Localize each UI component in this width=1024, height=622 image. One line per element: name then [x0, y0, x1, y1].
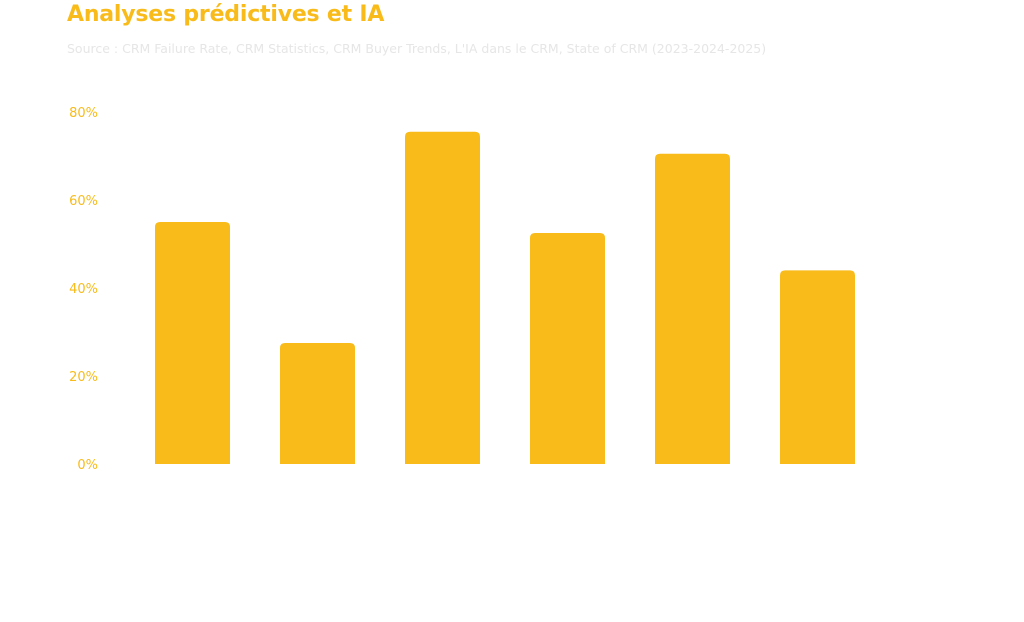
bar-5: [655, 153, 730, 465]
chart-title: Analyses prédictives et IA: [67, 2, 385, 27]
bar-6: [780, 270, 855, 464]
bar-4: [530, 233, 605, 464]
y-tick-label: 20%: [69, 370, 98, 385]
y-tick-label: 40%: [69, 282, 98, 297]
chart-source: Source : CRM Failure Rate, CRM Statistic…: [67, 41, 767, 56]
bar-1: [155, 222, 230, 464]
y-tick-label: 0%: [77, 458, 98, 473]
bar-2: [280, 343, 355, 464]
y-tick-label: 60%: [69, 194, 98, 209]
bar-series: [155, 131, 855, 465]
y-axis: 0% 20% 40% 60% 80%: [69, 106, 98, 473]
y-tick-label: 80%: [69, 106, 98, 121]
bar-3: [405, 131, 480, 465]
